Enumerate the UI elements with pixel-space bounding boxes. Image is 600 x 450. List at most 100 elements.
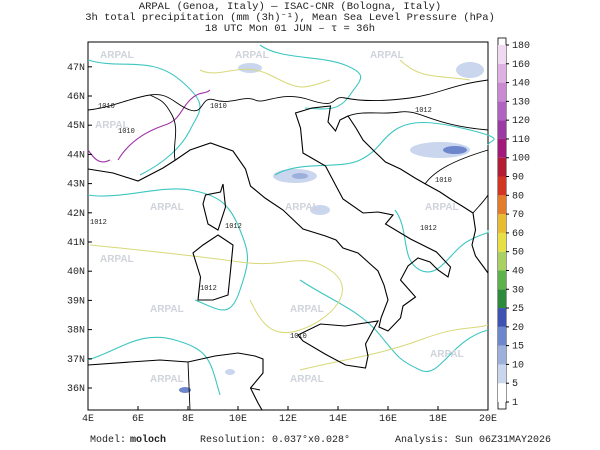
lat-label: 38N <box>67 326 85 337</box>
colorbar-label: 180 <box>512 41 530 52</box>
colorbar-cell <box>498 383 506 402</box>
footer-label: Resolution: <box>200 434 266 446</box>
lat-label: 47N <box>67 63 85 74</box>
colorbar-cell <box>498 176 506 196</box>
contour-labels: 1010 1010 1010 1012 1012 1010 1012 1012 1010 1012 <box>90 103 452 341</box>
colorbar-label: 130 <box>512 97 530 108</box>
lon-label: 4E <box>82 414 94 425</box>
watermark: ARPAL <box>150 202 184 213</box>
header-line: 3h total precipitation (mm (3h)⁻¹), Mean… <box>85 12 495 24</box>
colorbar-cell <box>498 120 506 139</box>
colorbar-label: 70 <box>512 210 524 221</box>
colorbar-label: 60 <box>512 229 524 240</box>
colorbar-cell <box>498 45 506 64</box>
watermark: ARPAL <box>430 349 464 360</box>
footer-label: Model: <box>90 434 126 446</box>
contour-label: 1010 <box>290 333 307 341</box>
colorbar-label: 160 <box>512 60 530 71</box>
lat-label: 46N <box>67 92 85 103</box>
colorbar-label: 30 <box>512 285 524 296</box>
colorbar-cell <box>498 270 506 290</box>
lat-label: 44N <box>67 150 85 161</box>
lon-label: 10E <box>229 414 247 425</box>
watermark: ARPAL <box>235 50 269 61</box>
footer-label: Analysis: <box>395 434 449 446</box>
map: 1010 1010 1010 1012 1012 1010 1012 1012 1010 1012… <box>87 41 495 411</box>
watermark: ARPAL <box>150 304 184 315</box>
footer-value: 0.037°x0.028° <box>272 434 350 446</box>
coastline <box>202 183 227 231</box>
colorbar-label: 25 <box>512 304 524 315</box>
contour-label: 1012 <box>420 225 437 233</box>
lat-label: 39N <box>67 296 85 307</box>
watermark: ARPAL <box>100 50 134 61</box>
lon-label: 8E <box>182 414 194 425</box>
colorbar-cell <box>498 232 506 252</box>
colorbar-cell <box>498 157 506 177</box>
colorbar-cell <box>498 195 506 215</box>
watermark: ARPAL <box>100 254 134 265</box>
lat-label: 42N <box>67 209 85 220</box>
lon-label: 20E <box>479 414 497 425</box>
colorbar-label: 120 <box>512 116 530 127</box>
colorbar-label: 15 <box>512 342 524 353</box>
border <box>149 94 489 411</box>
footer-value: Sun 06Z31MAY2026 <box>455 435 551 446</box>
watermark: ARPAL <box>290 304 324 315</box>
colorbar-cell <box>498 345 506 365</box>
colorbar-label: 90 <box>512 173 524 184</box>
colorbar-label: 20 <box>512 323 524 334</box>
lat-label: 45N <box>67 121 85 132</box>
contour-label: 1012 <box>200 285 217 293</box>
colorbar-cell <box>498 326 506 346</box>
colorbar-cell <box>498 214 506 233</box>
lat-label: 37N <box>67 355 85 366</box>
watermark: ARPAL <box>95 120 129 131</box>
colorbar-cell <box>498 308 506 327</box>
colorbar-label: 110 <box>512 135 530 146</box>
header-line: 18 UTC Mon 01 JUN – τ = 36h <box>205 23 375 35</box>
colorbar-cell <box>498 101 506 121</box>
coastline <box>192 234 234 301</box>
colorbar-label: 5 <box>512 379 518 390</box>
lon-label: 14E <box>329 414 347 425</box>
colorbar-cell <box>498 289 506 309</box>
lon-label: 16E <box>379 414 397 425</box>
colorbar-label: 140 <box>512 79 530 90</box>
lat-label: 40N <box>67 267 85 278</box>
lat-label: 41N <box>67 238 85 249</box>
contour-label: 1010 <box>98 103 115 111</box>
lat-label: 43N <box>67 180 85 191</box>
contour-label: 1012 <box>225 223 242 231</box>
colorbar: 1510152025304050607080901001101201301401… <box>497 37 530 410</box>
coastline <box>87 352 264 411</box>
colorbar-label: 40 <box>512 266 524 277</box>
map-frame <box>87 41 489 411</box>
lon-label: 12E <box>279 414 297 425</box>
watermark: ARPAL <box>285 202 319 213</box>
watermark: ARPAL <box>290 374 324 385</box>
contour-label: 1010 <box>435 177 452 185</box>
contour-label: 1010 <box>118 128 135 136</box>
colorbar-label: 100 <box>512 154 530 165</box>
contour-label: 1010 <box>210 103 227 111</box>
footer-value: moloch <box>130 434 166 446</box>
isobars <box>87 44 495 396</box>
colorbar-label: 80 <box>512 191 524 202</box>
border <box>87 79 489 112</box>
watermark: ARPAL <box>425 202 459 213</box>
contour-label: 1012 <box>90 219 107 227</box>
colorbar-label: 50 <box>512 248 524 259</box>
colorbar-cell <box>498 251 506 271</box>
colorbar-cell <box>498 63 506 83</box>
colorbar-label: 10 <box>512 360 524 371</box>
lat-label: 36N <box>67 384 85 395</box>
watermark: ARPAL <box>370 50 404 61</box>
colorbar-label: 1 <box>512 398 518 409</box>
colorbar-cell <box>498 364 506 384</box>
contour-label: 1012 <box>415 107 432 115</box>
coastline <box>87 105 489 332</box>
coastline <box>297 320 380 369</box>
watermark: ARPAL <box>150 374 184 385</box>
